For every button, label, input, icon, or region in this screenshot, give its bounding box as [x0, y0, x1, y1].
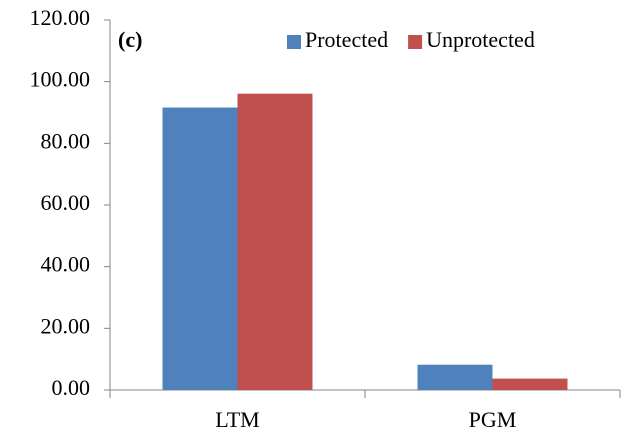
- x-tick-label: PGM: [469, 407, 517, 432]
- legend-swatch: [408, 35, 423, 49]
- annotation: (c): [118, 27, 142, 52]
- y-tick-label: 100.00: [30, 67, 91, 92]
- y-tick-label: 60.00: [41, 190, 91, 215]
- legend-label: Unprotected: [426, 27, 535, 52]
- bar: [417, 364, 493, 390]
- bar: [492, 378, 568, 390]
- y-tick-label: 20.00: [41, 313, 91, 338]
- x-tick-label: LTM: [215, 407, 259, 432]
- y-tick-label: 80.00: [41, 128, 91, 153]
- bar: [162, 107, 238, 391]
- y-tick-label: 40.00: [41, 252, 91, 277]
- legend-swatch: [287, 35, 301, 49]
- y-tick-label: 0.00: [52, 375, 91, 400]
- y-tick-label: 120.00: [30, 5, 91, 30]
- legend-label: Protected: [305, 27, 388, 52]
- bar: [237, 93, 313, 391]
